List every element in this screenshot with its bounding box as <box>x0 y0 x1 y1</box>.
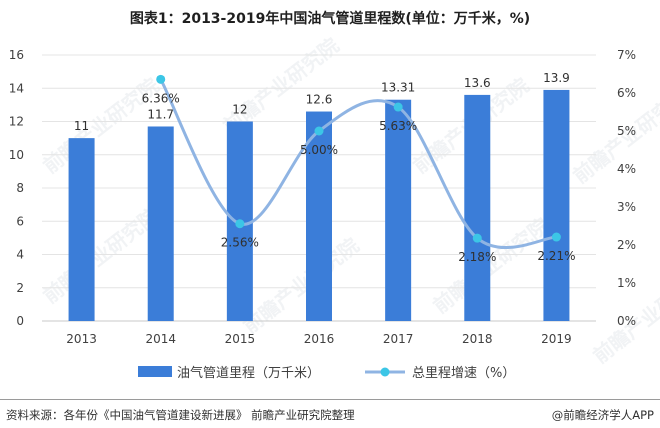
line-data-label: 5.00% <box>300 143 338 157</box>
y-right-tick-label: 3% <box>617 200 636 214</box>
x-tick-label: 2013 <box>66 332 97 346</box>
y-left-tick-label: 4 <box>16 248 24 262</box>
x-tick-label: 2016 <box>304 332 335 346</box>
line-point <box>472 233 482 243</box>
bar-data-label: 13.31 <box>381 81 415 95</box>
y-right-tick-label: 7% <box>617 48 636 62</box>
x-tick-label: 2017 <box>383 332 414 346</box>
y-right-tick-label: 1% <box>617 276 636 290</box>
bar-data-label: 13.9 <box>543 71 570 85</box>
y-right-tick-label: 5% <box>617 124 636 138</box>
y-left-tick-label: 10 <box>9 148 24 162</box>
legend: 油气管道里程（万千米） 总里程增速（%） <box>138 365 515 381</box>
x-tick-label: 2015 <box>225 332 256 346</box>
chart-title: 图表1：2013-2019年中国油气管道里程数(单位：万千米，%) <box>129 11 531 27</box>
x-tick-label: 2014 <box>145 332 176 346</box>
bar <box>385 99 412 321</box>
source-note: 资料来源：各年份《中国油气管道建设新进展》 前瞻产业研究院整理 <box>6 408 355 422</box>
bar-data-label: 12 <box>232 103 247 117</box>
y-right-tick-label: 6% <box>617 86 636 100</box>
chart-area: 11 11.7 12 12.6 13.31 13.6 13.9 6.36% 2.56% 5.00… <box>9 48 636 381</box>
y-left-tick-label: 0 <box>16 314 24 328</box>
y-left-tick-label: 2 <box>16 281 24 295</box>
line-series: 6.36% 2.56% 5.00% 5.63% 2.18% 2.21% <box>142 74 575 264</box>
line-point <box>393 102 403 112</box>
footer: 资料来源：各年份《中国油气管道建设新进展》 前瞻产业研究院整理 @前瞻经济学人A… <box>0 399 660 428</box>
bar <box>464 94 491 322</box>
growth-rate-line <box>159 77 558 250</box>
bar-data-label: 13.6 <box>464 76 491 90</box>
x-tick-label: 2019 <box>541 332 572 346</box>
line-point <box>551 232 561 242</box>
line-point <box>156 74 166 84</box>
legend-bar-label: 油气管道里程（万千米） <box>177 365 320 381</box>
x-tick-label: 2018 <box>462 332 493 346</box>
line-point <box>235 219 245 229</box>
legend-line-marker <box>380 367 390 377</box>
y-left-tick-label: 8 <box>16 181 24 195</box>
bar <box>68 138 95 321</box>
bar-data-label: 11 <box>74 119 89 133</box>
axis-ticks: 0 2 4 6 8 10 12 14 16 0% 1% 2% 3% 4% 5% 6% 7% 2013 2014 201… <box>9 48 636 346</box>
line-data-label: 2.21% <box>537 249 575 263</box>
bar-data-label: 12.6 <box>306 93 333 107</box>
bar <box>306 111 332 322</box>
line-data-label: 6.36% <box>142 91 180 105</box>
y-left-tick-label: 16 <box>9 48 24 62</box>
bar <box>147 126 174 321</box>
legend-bar-swatch <box>138 366 172 377</box>
line-data-label: 5.63% <box>379 119 417 133</box>
line-data-label: 2.56% <box>221 236 259 250</box>
y-left-tick-label: 6 <box>16 214 24 228</box>
bar-series: 11 11.7 12 12.6 13.31 13.6 13.9 <box>68 71 570 322</box>
y-right-tick-label: 0% <box>617 314 636 328</box>
y-left-tick-label: 14 <box>9 81 24 95</box>
line-point <box>314 126 324 136</box>
brand-credit: @前瞻经济学人APP <box>551 408 654 422</box>
line-data-label: 2.18% <box>458 250 496 264</box>
y-left-tick-label: 12 <box>9 115 24 129</box>
bar-data-label: 11.7 <box>147 107 174 121</box>
y-right-tick-label: 2% <box>617 238 636 252</box>
bar <box>543 89 570 321</box>
y-right-tick-label: 4% <box>617 162 636 176</box>
legend-line-label: 总里程增速（%） <box>412 366 515 381</box>
